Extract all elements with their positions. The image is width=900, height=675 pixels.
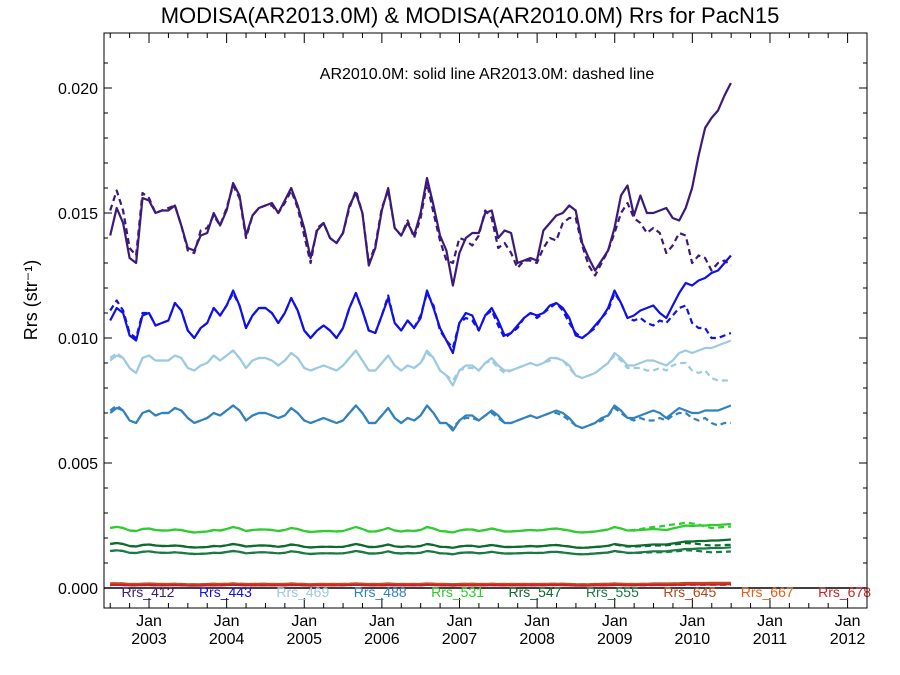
legend-entry-Rrs_443: Rrs_443 xyxy=(199,584,252,600)
legend-entry-Rrs_667: Rrs_667 xyxy=(741,584,794,600)
x-tick-month-label: Jan xyxy=(291,613,317,630)
legend-entry-Rrs_645: Rrs_645 xyxy=(663,584,716,600)
x-tick-year-label: 2003 xyxy=(131,631,167,648)
x-tick-month-label: Jan xyxy=(835,613,861,630)
y-tick-label: 0.015 xyxy=(58,206,98,223)
series-line-Rrs_555-dashed xyxy=(110,549,731,556)
x-tick-month-label: Jan xyxy=(602,613,628,630)
series-line-Rrs_412-solid xyxy=(109,82,732,287)
y-tick-label: 0.000 xyxy=(58,581,98,598)
x-axis-ticks: Jan2003Jan2004Jan2005Jan2006Jan2007Jan20… xyxy=(109,33,868,648)
legend-entry-Rrs_488: Rrs_488 xyxy=(354,584,407,600)
line-style-note: AR2010.0M: solid line AR2013.0M: dashed … xyxy=(320,66,655,83)
plot-frame xyxy=(103,32,868,609)
x-tick-year-label: 2011 xyxy=(753,631,788,648)
series-line-Rrs_443-dashed xyxy=(109,291,732,350)
x-tick-year-label: 2006 xyxy=(364,631,400,648)
y-axis-label: Rrs (str⁻¹) xyxy=(21,260,41,340)
legend-entry-Rrs_531: Rrs_531 xyxy=(431,584,484,600)
x-tick-year-label: 2012 xyxy=(830,631,866,648)
series-line-Rrs_443-solid xyxy=(109,254,732,355)
y-tick-label: 0.020 xyxy=(58,81,98,98)
x-tick-month-label: Jan xyxy=(447,613,473,630)
series-line-Rrs_488-dashed xyxy=(109,404,731,430)
series-line-Rrs_488-solid xyxy=(109,404,732,432)
legend-entry-Rrs_469: Rrs_469 xyxy=(276,584,329,600)
x-tick-month-label: Jan xyxy=(524,613,550,630)
x-tick-month-label: Jan xyxy=(679,613,705,630)
series-layer xyxy=(109,82,732,587)
legend-entry-Rrs_555: Rrs_555 xyxy=(586,584,639,600)
series-line-Rrs_412-dashed xyxy=(109,181,732,277)
x-tick-year-label: 2004 xyxy=(209,631,245,648)
x-tick-month-label: Jan xyxy=(136,613,162,630)
x-tick-year-label: 2008 xyxy=(519,631,555,648)
series-line-Rrs_469-dashed xyxy=(109,349,731,382)
chart-title: MODISA(AR2013.0M) & MODISA(AR2010.0M) Rr… xyxy=(161,3,780,28)
x-tick-month-label: Jan xyxy=(214,613,240,630)
x-tick-year-label: 2007 xyxy=(442,631,478,648)
y-tick-label: 0.010 xyxy=(58,331,98,348)
series-line-Rrs_678-dashed xyxy=(110,583,731,587)
legend-entry-Rrs_412: Rrs_412 xyxy=(122,584,175,600)
series-line-Rrs_469-solid xyxy=(109,339,732,387)
x-tick-month-label: Jan xyxy=(369,613,395,630)
series-line-Rrs_547-dashed xyxy=(110,541,731,549)
x-tick-year-label: 2009 xyxy=(597,631,633,648)
x-tick-year-label: 2005 xyxy=(286,631,322,648)
y-tick-label: 0.005 xyxy=(58,456,98,473)
series-line-Rrs_531-dashed xyxy=(110,521,731,534)
x-tick-month-label: Jan xyxy=(757,613,783,630)
x-tick-year-label: 2010 xyxy=(675,631,711,648)
legend: Rrs_412 Rrs_443 Rrs_469 Rrs_488 Rrs_531 Rrs_5… xyxy=(122,584,872,600)
legend-entry-Rrs_547: Rrs_547 xyxy=(509,584,562,600)
y-axis-ticks: 0.000 0.005 0.010 0.015 0.020 xyxy=(58,62,867,598)
legend-entry-Rrs_678: Rrs_678 xyxy=(818,584,871,600)
